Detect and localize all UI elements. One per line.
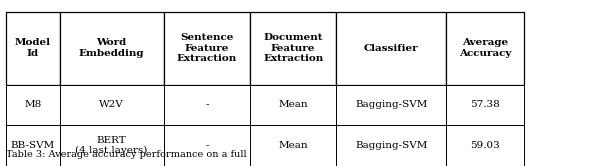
- Bar: [250, 125, 336, 166]
- Text: -: -: [205, 100, 208, 110]
- Text: M8: M8: [24, 100, 42, 110]
- Text: Table 3: Average accuracy performance on a full: Table 3: Average accuracy performance on…: [6, 150, 246, 159]
- Text: BERT
(4 last layers): BERT (4 last layers): [76, 136, 148, 155]
- Text: 59.03: 59.03: [470, 141, 500, 150]
- Text: Bagging-SVM: Bagging-SVM: [355, 100, 428, 110]
- Bar: [446, 125, 524, 166]
- Bar: [6, 12, 60, 85]
- Text: Mean: Mean: [278, 141, 308, 150]
- Bar: [6, 85, 60, 125]
- Text: Sentence
Feature
Extraction: Sentence Feature Extraction: [177, 33, 237, 63]
- Bar: [164, 85, 250, 125]
- Text: Average
Accuracy: Average Accuracy: [459, 39, 511, 58]
- Text: 57.38: 57.38: [470, 100, 500, 110]
- Bar: [60, 125, 164, 166]
- Bar: [336, 12, 446, 85]
- Text: BB-SVM: BB-SVM: [11, 141, 55, 150]
- Bar: [6, 125, 60, 166]
- Text: W2V: W2V: [99, 100, 124, 110]
- Text: Document
Feature
Extraction: Document Feature Extraction: [263, 33, 323, 63]
- Text: Bagging-SVM: Bagging-SVM: [355, 141, 428, 150]
- Bar: [336, 125, 446, 166]
- Text: Mean: Mean: [278, 100, 308, 110]
- Bar: [250, 85, 336, 125]
- Bar: [336, 85, 446, 125]
- Bar: [446, 12, 524, 85]
- Bar: [446, 85, 524, 125]
- Text: Classifier: Classifier: [364, 44, 419, 53]
- Bar: [164, 125, 250, 166]
- Text: -: -: [205, 141, 208, 150]
- Bar: [250, 12, 336, 85]
- Text: Word
Embedding: Word Embedding: [79, 39, 144, 58]
- Bar: [60, 85, 164, 125]
- Text: Model
Id: Model Id: [15, 39, 51, 58]
- Bar: [60, 12, 164, 85]
- Bar: [164, 12, 250, 85]
